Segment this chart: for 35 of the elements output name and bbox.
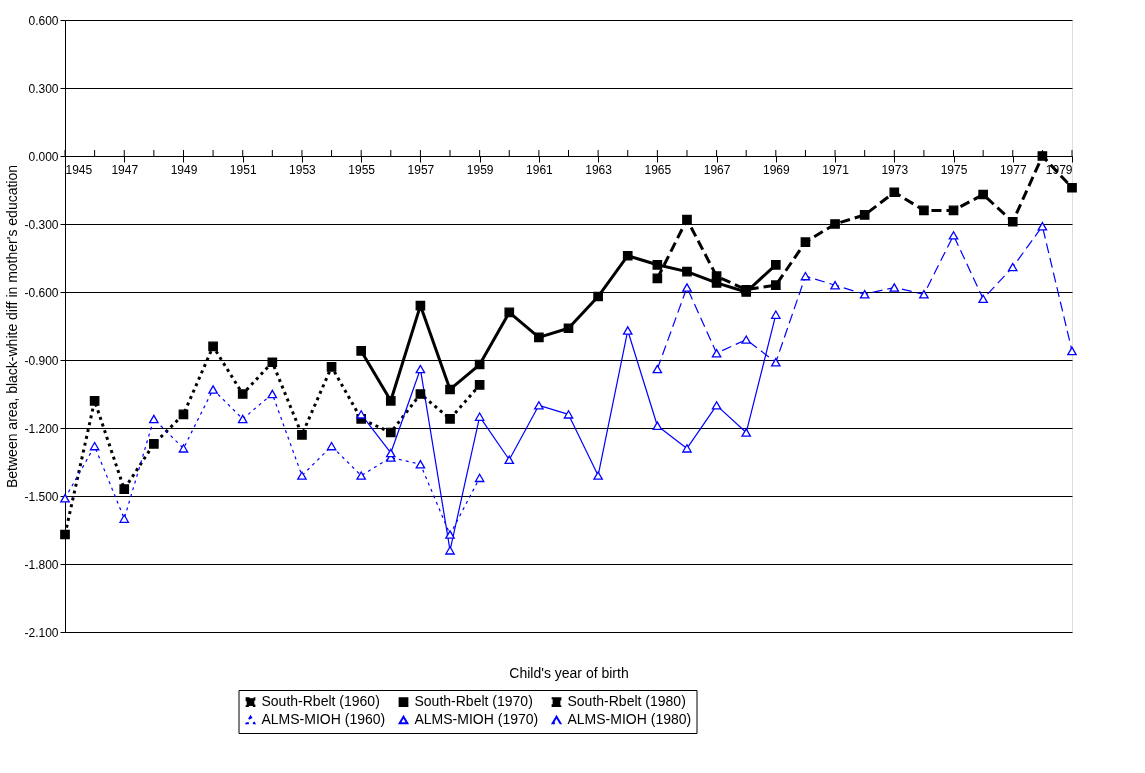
x-tick-label: 1955 <box>348 162 376 177</box>
x-tick-label: 1973 <box>881 162 909 177</box>
y-tick-label: -0.600 <box>24 285 59 300</box>
x-tick-label: 1967 <box>703 162 731 177</box>
x-tick-label: 1945 <box>65 162 93 177</box>
y-tick-label: 0.300 <box>28 81 59 96</box>
legend-label: South-Rbelt (1980) <box>567 693 686 710</box>
y-tick-label: -1.500 <box>24 489 59 504</box>
x-tick-label: 1975 <box>940 162 968 177</box>
legend-label: ALMS-MIOH (1970) <box>414 711 539 727</box>
legend-label: South-Rbelt (1970) <box>414 693 533 710</box>
y-tick-label: 0.000 <box>28 149 59 164</box>
x-tick-label: 1969 <box>762 162 790 177</box>
x-tick-label: 1977 <box>999 162 1027 177</box>
legend-label: ALMS-MIOH (1960) <box>261 711 386 727</box>
y-tick-label: 0.600 <box>28 13 59 28</box>
y-tick-label: -1.200 <box>24 421 59 436</box>
x-tick-label: 1959 <box>466 162 494 177</box>
x-tick-label: 1965 <box>644 162 672 177</box>
y-tick-label: -0.900 <box>24 353 59 368</box>
x-tick-label: 1947 <box>111 162 139 177</box>
x-axis-title: Child's year of birth <box>509 664 629 681</box>
x-tick-label: 1963 <box>585 162 613 177</box>
y-axis-title: Between area, black-white diff in mother's education <box>4 164 21 489</box>
x-tick-label: 1961 <box>526 162 554 177</box>
legend-label: ALMS-MIOH (1980) <box>567 711 692 727</box>
x-tick-label: 1949 <box>170 162 198 177</box>
y-tick-label: -1.800 <box>24 557 59 572</box>
legend-label: South-Rbelt (1960) <box>261 693 380 710</box>
x-tick-label: 1971 <box>822 162 850 177</box>
y-tick-label: -0.300 <box>24 217 59 232</box>
x-tick-label: 1953 <box>289 162 317 177</box>
x-tick-label: 1951 <box>229 162 257 177</box>
x-tick-label: 1957 <box>407 162 435 177</box>
y-tick-label: -2.100 <box>24 625 59 640</box>
